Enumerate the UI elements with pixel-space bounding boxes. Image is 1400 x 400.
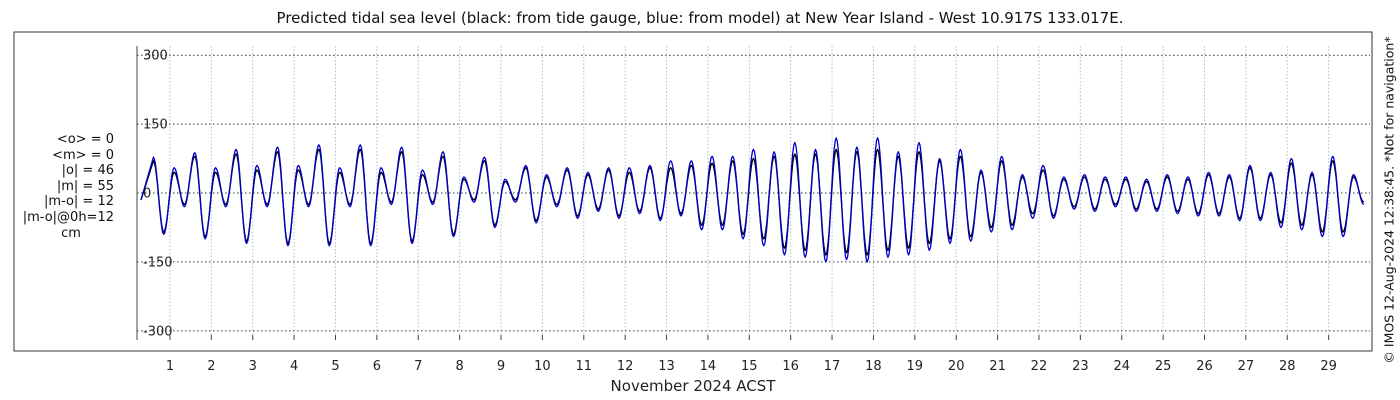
x-tick-label: 19 xyxy=(907,359,924,374)
x-tick-label: 14 xyxy=(700,359,717,374)
x-tick-label: 9 xyxy=(497,359,505,374)
watermark: © IMOS 12-Aug-2024 12:38:45. *Not for na… xyxy=(1378,0,1400,400)
stat-line: <o> = 0 xyxy=(56,132,114,147)
x-tick-label: 26 xyxy=(1196,359,1213,374)
y-tick-label: -300 xyxy=(143,324,173,339)
x-tick-label: 18 xyxy=(865,359,882,374)
x-tick-labels: 1 2 3 4 5 6 7 8 9 10 11 12 13 14 15 16 17 18 19 20 21 22 23 24 2… xyxy=(166,359,1337,374)
x-tick-label: 27 xyxy=(1238,359,1255,374)
stat-line: |m| = 55 xyxy=(56,178,114,194)
y-grid xyxy=(137,54,1370,332)
y-tick-label: -150 xyxy=(143,255,173,270)
x-tick-label: 28 xyxy=(1279,359,1296,374)
statistics-panel: <o> = 0 <m> = 0 |o| = 46 |m| = 55 |m-o| = 12… xyxy=(6,132,114,241)
y-tick-label: 300 xyxy=(143,49,168,64)
x-tick-label: 1 xyxy=(166,359,174,374)
x-tick-label: 13 xyxy=(658,359,675,374)
x-tick-label: 22 xyxy=(1031,359,1048,374)
x-tick-label: 2 xyxy=(207,359,215,374)
y-tick-label: 0 xyxy=(143,187,151,202)
stat-line: cm xyxy=(61,225,81,241)
x-tick-label: 16 xyxy=(782,359,799,374)
watermark-text: © IMOS 12-Aug-2024 12:38:45. *Not for na… xyxy=(1381,36,1397,364)
x-tick-label: 17 xyxy=(824,359,841,374)
chart-title: Predicted tidal sea level (black: from t… xyxy=(276,9,1124,27)
x-tick-label: 6 xyxy=(373,359,381,374)
x-tick-label: 11 xyxy=(575,359,592,374)
x-tick-label: 3 xyxy=(249,359,257,374)
outer-frame xyxy=(13,31,1373,352)
x-tick-label: 7 xyxy=(414,359,422,374)
stat-line: |o| = 46 xyxy=(61,163,114,179)
stat-line: |m-o| = 12 xyxy=(43,194,114,210)
y-tick-labels: 300 150 0 -150 -300 xyxy=(143,49,173,340)
series-layer xyxy=(140,137,1365,263)
x-tick-label: 25 xyxy=(1155,359,1172,374)
x-axis-label: November 2024 ACST xyxy=(611,377,777,395)
stat-line: |m-o|@0h=12 xyxy=(22,209,114,225)
x-tick-label: 24 xyxy=(1113,359,1130,374)
x-tick-label: 12 xyxy=(617,359,634,374)
x-tick-label: 5 xyxy=(331,359,339,374)
series-line-model xyxy=(140,137,1365,263)
x-tick-label: 21 xyxy=(989,359,1006,374)
x-tick-label: 8 xyxy=(455,359,463,374)
stat-line: <m> = 0 xyxy=(52,147,114,163)
x-tick-label: 4 xyxy=(290,359,298,374)
x-tick-label: 15 xyxy=(741,359,758,374)
y-tick-label: 150 xyxy=(143,118,168,133)
x-tick-label: 29 xyxy=(1320,359,1337,374)
x-tick-label: 20 xyxy=(948,359,965,374)
x-tick-label: 23 xyxy=(1072,359,1089,374)
x-tick-label: 10 xyxy=(534,359,551,374)
